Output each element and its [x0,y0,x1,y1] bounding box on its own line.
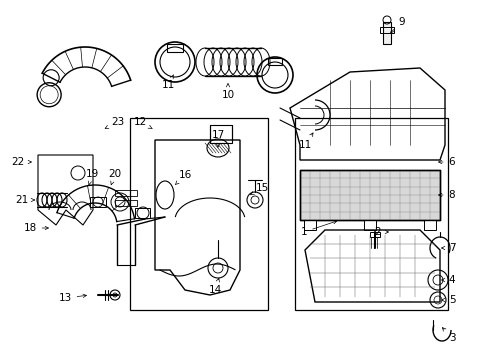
Bar [167,44,183,52]
Text: 9: 9 [390,17,405,33]
Text: 18: 18 [23,223,48,233]
Text: 1: 1 [300,221,336,237]
Bar [135,208,150,218]
Bar [423,220,435,230]
Text: 6: 6 [438,157,454,167]
Text: 10: 10 [221,84,234,100]
Bar [299,170,439,220]
Text: 17: 17 [211,130,224,147]
Text: 16: 16 [175,170,191,185]
Bar [115,190,137,196]
Circle shape [113,293,117,297]
Bar [267,58,282,65]
Bar [369,232,379,237]
Bar [115,200,137,206]
Text: 21: 21 [15,195,35,205]
Bar [382,22,390,44]
Text: 13: 13 [58,293,86,303]
Bar [363,220,375,230]
Text: 11: 11 [298,133,312,150]
Text: 7: 7 [441,243,454,253]
Text: 11: 11 [161,75,174,90]
Text: 14: 14 [208,278,221,295]
Bar [379,27,393,33]
Bar [130,118,267,310]
Bar [90,197,106,207]
Bar [209,125,231,143]
Text: 2: 2 [374,227,387,237]
Text: 8: 8 [438,190,454,200]
Bar [294,118,447,310]
Text: 3: 3 [442,328,454,343]
Text: 15: 15 [250,183,268,195]
Text: 19: 19 [85,169,99,185]
Text: 5: 5 [441,295,454,305]
Text: 4: 4 [441,275,454,285]
Bar [304,220,315,230]
Text: 12: 12 [133,117,152,129]
Text: 22: 22 [11,157,31,167]
Text: 23: 23 [105,117,124,129]
Text: 20: 20 [108,169,122,185]
